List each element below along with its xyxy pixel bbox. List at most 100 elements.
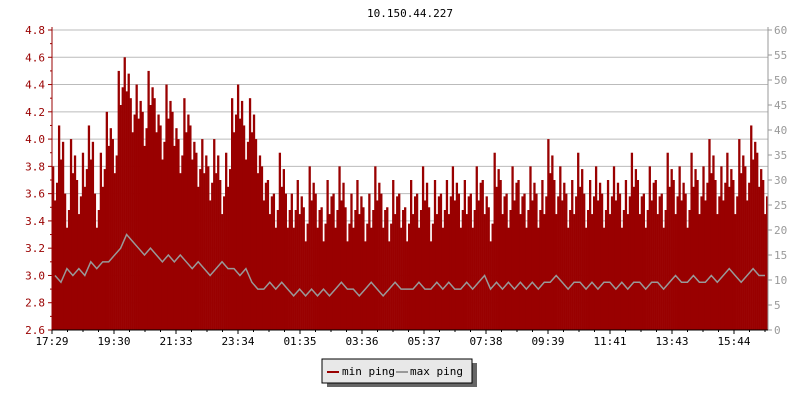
min-ping-bar [95,227,99,330]
right-tick-label: 45 [774,99,787,112]
min-ping-bar [336,210,339,330]
min-ping-bar [507,227,510,330]
min-ping-bar [173,145,176,330]
min-ping-bar [475,166,478,330]
min-ping-bar [529,166,532,330]
min-ping-bar [451,166,455,330]
left-tick-label: 4.6 [25,51,45,64]
min-ping-bar [234,114,238,330]
min-ping-bar [282,169,285,330]
min-ping-bar [372,210,375,330]
min-ping-bar [592,196,596,330]
min-ping-bar [411,214,415,330]
min-ping-bar [101,186,105,330]
min-ping-bar [340,200,343,330]
x-tick-label: 01:35 [283,335,316,348]
min-ping-bar [730,169,733,330]
legend-label-max: max ping [410,365,463,378]
min-ping-bar [390,223,393,330]
min-ping-bar [213,139,216,330]
x-tick-label: 05:37 [407,335,440,348]
min-ping-bar [71,173,75,330]
min-ping-bar [221,214,224,330]
min-ping-bar [119,105,122,330]
min-ping-bar [248,98,252,330]
min-ping-bar [728,186,731,330]
min-ping-bar [535,193,538,330]
min-ping-bar [189,125,192,330]
min-ping-bar [738,139,741,330]
min-ping-bar [254,139,258,330]
min-ping-bar [236,84,240,330]
min-ping-bar [157,114,160,330]
min-ping-bar [630,152,634,330]
min-ping-bar [435,214,439,330]
min-ping-bar [137,118,140,331]
min-ping-bar [300,196,303,330]
axes: 2.6 2.8 3.0 3.2 3.4 3.6 3.8 4.0 4.2 4.4 4.6 4.8 0 5 10… [25,24,787,348]
min-ping-bar [145,128,148,330]
min-ping-bar [561,200,564,330]
min-ping-bar [334,227,337,330]
min-ping-bar [658,196,661,330]
min-ping-bar [525,227,528,330]
right-tick-label: 60 [774,24,787,37]
min-ping-bar [131,132,134,330]
min-ping-bar [73,155,77,330]
min-ping-bar [143,145,146,330]
min-ping-bar [147,70,150,330]
min-ping-bar [704,200,707,330]
min-ping-bar [59,159,63,330]
min-ping-bar [266,180,270,330]
min-ping-bar [322,241,325,330]
min-ping-bar [688,210,691,330]
min-ping-bar [638,214,642,330]
min-ping-bar [636,180,640,330]
min-ping-bar [408,223,411,330]
min-ping-bar [153,98,156,330]
x-tick-label: 21:33 [159,335,192,348]
min-ping-bar [489,241,492,330]
min-ping-bar [61,141,65,330]
right-tick-label: 10 [774,274,787,287]
right-tick-label: 0 [774,324,781,337]
min-ping-bar [388,241,391,330]
min-ping-bar [537,227,540,330]
min-ping-bar [201,139,204,330]
min-ping-bar [441,227,445,330]
min-ping-bar [358,214,361,330]
min-ping-bar [63,193,67,330]
min-ping-bar [600,193,604,330]
min-ping-bar [382,227,385,330]
min-ping-bar [481,180,484,330]
min-ping-bar [748,182,751,330]
min-ping-bar [415,193,419,330]
right-tick-label: 55 [774,49,787,62]
min-ping-bar [280,186,284,330]
min-ping-bar [185,132,188,330]
min-ping-bar [362,207,365,330]
min-ping-bar [455,182,459,330]
min-ping-bar [419,210,423,330]
min-ping-bar [660,193,663,330]
min-ping-bar [167,118,170,331]
min-ping-bar [662,227,665,330]
min-ping-bar [268,214,272,330]
min-ping-bar [551,155,554,330]
min-ping-bar [328,214,331,330]
min-ping-bar [740,173,743,330]
min-ping-bar [332,193,335,330]
min-ping-bar [360,196,363,330]
min-ping-bar [298,214,301,330]
min-ping-bar [746,200,749,330]
min-ping-bar [449,196,453,330]
min-ping-bar [139,100,142,330]
min-ping-bar [541,180,544,330]
min-ping-bar [151,87,154,330]
min-ping-bar [312,182,315,330]
min-ping-bar [115,155,118,330]
min-ping-bar [207,166,210,330]
min-ping-bar [113,173,116,330]
min-ping-bar [445,180,449,330]
min-ping-bar [493,152,496,330]
